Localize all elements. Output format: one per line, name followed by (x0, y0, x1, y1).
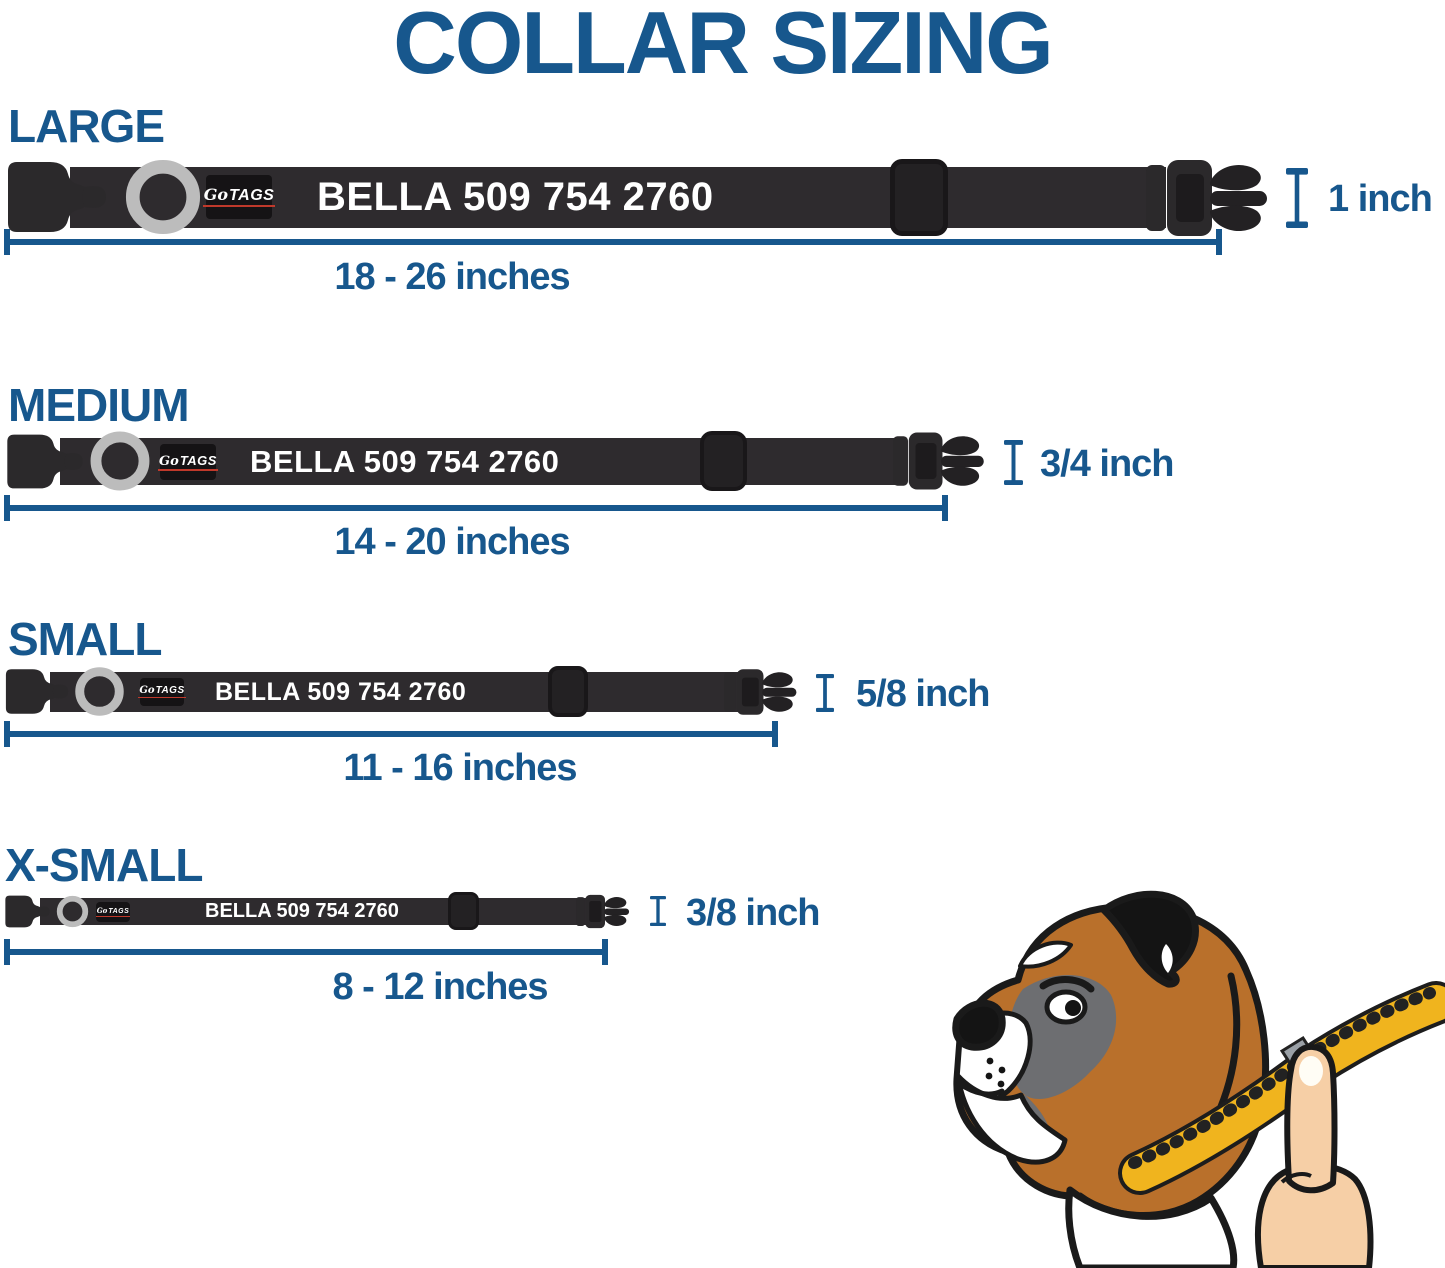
buckle-male-icon (4, 894, 51, 929)
buckle-male-icon (4, 667, 70, 716)
length-range-label: 14 - 20 inches (334, 521, 570, 563)
buckle-female-icon (576, 894, 634, 929)
strap-adjuster (890, 159, 948, 236)
width-label: 3/4 inch (1040, 443, 1174, 485)
strap-adjuster (448, 892, 479, 930)
size-label: SMALL (8, 613, 162, 665)
brand-logo-tags: TAGS (229, 187, 275, 204)
width-indicator-icon (816, 674, 834, 712)
d-ring-icon (124, 158, 202, 236)
brand-patch: GoTAGS (202, 175, 276, 219)
dog-measuring-tape-illustration (952, 890, 1445, 1268)
personalization-text: BELLA 509 754 2760 (215, 678, 467, 706)
buckle-female-icon (1146, 158, 1278, 238)
brand-logo: GoTAGS (202, 185, 276, 207)
collar-strap (50, 672, 740, 712)
length-measure-line (4, 229, 1222, 255)
personalization-text: BELLA 509 754 2760 (317, 175, 714, 219)
length-range-label: 8 - 12 inches (332, 966, 548, 1008)
d-ring-icon (74, 666, 125, 717)
brand-logo: GoTAGS (158, 454, 218, 471)
brand-logo-go: Go (139, 685, 155, 696)
strap-adjuster (700, 431, 747, 491)
brand-patch: GoTAGS (158, 444, 218, 480)
size-label: MEDIUM (8, 379, 190, 431)
size-label: LARGE (8, 100, 165, 152)
buckle-female-icon (893, 431, 992, 491)
length-range-label: 18 - 26 inches (334, 256, 570, 298)
brand-logo: GoTAGS (95, 906, 131, 917)
brand-logo-go: Go (96, 906, 108, 915)
collar-strap (70, 167, 1166, 228)
buckle-male-icon (5, 159, 109, 235)
brand-logo: GoTAGS (138, 685, 186, 698)
collar-strap (40, 898, 590, 925)
length-measure-line (4, 495, 948, 521)
brand-logo-go: Go (159, 453, 179, 469)
length-measure-line (4, 721, 778, 747)
d-ring-icon (56, 895, 89, 928)
strap-adjuster (548, 666, 588, 717)
buckle-male-icon (5, 432, 85, 491)
personalization-text: BELLA 509 754 2760 (205, 900, 399, 922)
width-indicator-icon (1004, 440, 1023, 485)
size-label: X-SMALL (5, 839, 203, 891)
width-label: 1 inch (1328, 178, 1433, 220)
brand-patch: GoTAGS (95, 902, 131, 922)
brand-logo-tags: TAGS (179, 452, 217, 468)
brand-logo-tags: TAGS (108, 908, 130, 915)
brand-patch: GoTAGS (138, 678, 186, 706)
width-label: 3/8 inch (686, 892, 820, 934)
length-range-label: 11 - 16 inches (343, 747, 577, 789)
width-indicator-icon (1286, 168, 1308, 228)
personalization-text: BELLA 509 754 2760 (250, 444, 560, 479)
collar-strap (60, 438, 905, 485)
brand-logo-go: Go (203, 185, 229, 204)
d-ring-icon (89, 430, 151, 492)
width-label: 5/8 inch (856, 673, 990, 715)
length-measure-line (4, 939, 608, 965)
buckle-female-icon (724, 668, 803, 716)
width-indicator-icon (650, 896, 666, 926)
brand-logo-tags: TAGS (155, 685, 185, 696)
hand-holding-tape (1254, 1043, 1374, 1268)
page-title: COLLAR SIZING (393, 0, 1053, 92)
